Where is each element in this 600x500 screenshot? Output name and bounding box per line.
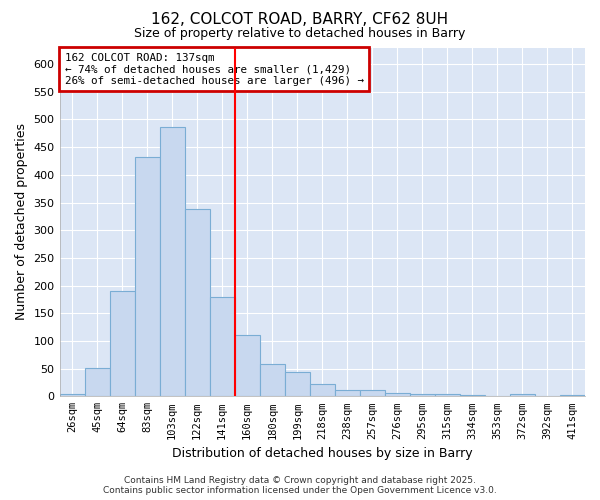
Y-axis label: Number of detached properties: Number of detached properties (15, 124, 28, 320)
Bar (335, 390, 360, 396)
X-axis label: Distribution of detached houses by size in Barry: Distribution of detached houses by size … (172, 447, 473, 460)
Text: 162, COLCOT ROAD, BARRY, CF62 8UH: 162, COLCOT ROAD, BARRY, CF62 8UH (151, 12, 449, 28)
Bar (260, 364, 285, 396)
Bar (285, 372, 310, 396)
Bar (310, 384, 335, 396)
Text: 162 COLCOT ROAD: 137sqm
← 74% of detached houses are smaller (1,429)
26% of semi: 162 COLCOT ROAD: 137sqm ← 74% of detache… (65, 52, 364, 86)
Bar (460, 395, 485, 396)
Bar (134, 157, 160, 396)
Bar (110, 290, 134, 397)
Text: Size of property relative to detached houses in Barry: Size of property relative to detached ho… (134, 28, 466, 40)
Bar (435, 394, 460, 396)
Bar (209, 297, 235, 396)
Bar (160, 127, 185, 396)
Bar (360, 390, 385, 396)
Text: Contains HM Land Registry data © Crown copyright and database right 2025.
Contai: Contains HM Land Registry data © Crown c… (103, 476, 497, 495)
Bar (510, 394, 535, 396)
Bar (185, 208, 209, 396)
Bar (235, 336, 260, 396)
Bar (410, 394, 435, 396)
Bar (385, 393, 410, 396)
Bar (560, 394, 585, 396)
Bar (59, 394, 85, 396)
Bar (85, 368, 110, 396)
